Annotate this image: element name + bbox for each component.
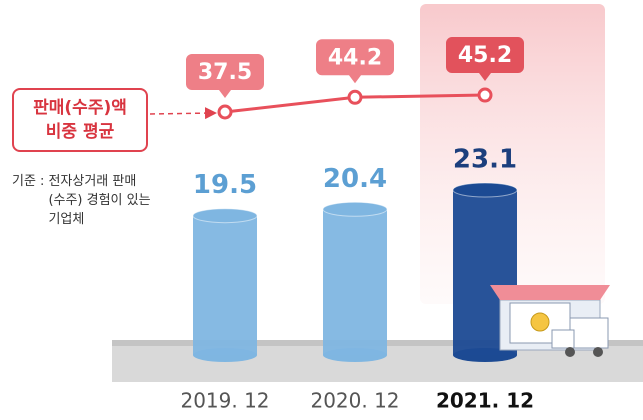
x-tick-label: 2020. 12 xyxy=(310,389,399,413)
legend-pointer xyxy=(149,107,217,120)
callout-box xyxy=(316,39,394,84)
bar-value-label: 20.4 xyxy=(323,164,387,194)
point-value-label: 44.2 xyxy=(328,45,382,70)
line-point xyxy=(217,104,233,120)
note-label: 기준 : xyxy=(12,174,45,189)
store-icon xyxy=(490,285,610,357)
callout-box xyxy=(446,37,524,82)
bar-top xyxy=(452,182,518,198)
legend-label: 판매(수주)액 비중 평균 xyxy=(33,98,127,142)
bar-value-label: 23.1 xyxy=(453,145,517,175)
point-value-label: 37.5 xyxy=(198,60,252,85)
bar xyxy=(323,209,387,355)
line-point xyxy=(477,87,493,103)
note: 기준 : 전자상거래 판매(수주) 경험이 있는 기업체 xyxy=(12,172,160,229)
point-value-label: 45.2 xyxy=(458,43,512,68)
x-tick-label: 2021. 12 xyxy=(436,389,534,413)
note-text: 전자상거래 판매(수주) 경험이 있는 기업체 xyxy=(48,174,151,227)
callout-box xyxy=(186,54,264,98)
line-point xyxy=(347,89,363,105)
x-tick-label: 2019. 12 xyxy=(180,389,269,413)
bar-value-label: 19.5 xyxy=(193,170,257,200)
bar xyxy=(193,215,257,355)
bar-top xyxy=(322,201,388,217)
legend: 판매(수주)액 비중 평균 xyxy=(12,88,148,152)
bar-top xyxy=(192,208,258,224)
